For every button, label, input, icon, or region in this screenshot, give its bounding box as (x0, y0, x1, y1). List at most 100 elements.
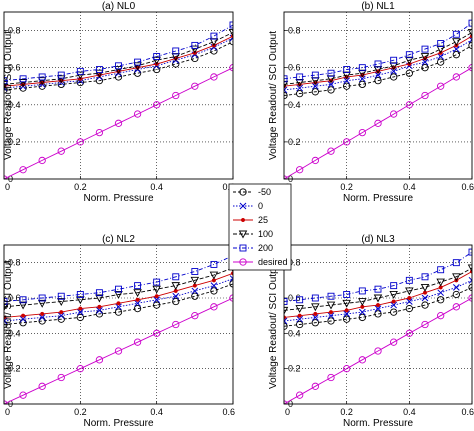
data-point-0 (4, 317, 8, 325)
data-point--50 (374, 77, 382, 85)
data-point-desired (327, 373, 335, 382)
data-point--50 (311, 88, 319, 96)
series-line-100 (4, 31, 233, 85)
data-point-100 (284, 80, 289, 89)
series-line-desired (4, 67, 233, 179)
x-tick-label: 0.6 (461, 182, 474, 192)
y-tick-label: 0.2 (288, 137, 301, 147)
data-point--50 (405, 69, 413, 77)
data-point-100 (420, 53, 430, 61)
series-group (4, 252, 233, 404)
data-point-200 (172, 47, 180, 55)
data-point-200 (4, 298, 8, 305)
data-point-desired (57, 373, 65, 382)
data-point-desired (95, 356, 104, 364)
panel-title: (b) NL1 (361, 1, 395, 12)
data-point-desired (358, 356, 366, 364)
data-point-desired (19, 166, 27, 174)
data-point--50 (358, 313, 366, 322)
data-point-100 (190, 276, 200, 285)
data-point-200 (311, 71, 319, 79)
data-point-100 (152, 285, 161, 294)
legend-entry: desired (233, 257, 288, 267)
data-point--50 (76, 313, 84, 322)
data-point-0 (311, 82, 319, 90)
data-point-200 (134, 58, 142, 66)
legend-marker (239, 188, 247, 196)
data-point-200 (421, 273, 429, 281)
data-point-200 (327, 292, 335, 300)
y-axis-label: Voltage Readout/ SCI Output (268, 260, 279, 389)
x-tick-label: 0.6 (222, 407, 235, 417)
data-point-200 (468, 19, 472, 27)
data-point-desired (95, 128, 104, 137)
data-point-100 (405, 287, 414, 296)
data-point-200 (153, 278, 161, 286)
data-point-100 (95, 294, 104, 303)
data-point-200 (343, 66, 351, 73)
data-point-200 (229, 21, 233, 29)
plot-area (284, 245, 472, 404)
data-point-0 (284, 86, 288, 94)
legend-entry: 25 (233, 215, 268, 225)
panel-title: (a) NL0 (102, 1, 136, 12)
series-group (284, 19, 472, 179)
legend: -50 0 25 100 200 desired (228, 183, 292, 271)
data-point-0 (452, 284, 460, 291)
data-point-25 (116, 301, 121, 306)
data-point-desired (210, 303, 218, 311)
data-point-0 (134, 299, 141, 307)
series-line--50 (284, 45, 472, 96)
legend-entry: 200 (233, 243, 273, 253)
data-point--50 (133, 304, 142, 313)
data-point-0 (210, 282, 218, 289)
data-point-25 (78, 306, 83, 311)
data-point-200 (19, 296, 27, 304)
data-point-desired (172, 91, 180, 100)
data-point-0 (437, 289, 445, 297)
legend-label: -50 (258, 187, 271, 197)
data-point-desired (19, 391, 27, 399)
data-point-100 (358, 298, 367, 306)
series-line-100 (4, 267, 233, 308)
data-point-100 (295, 305, 304, 314)
data-point-200 (115, 62, 122, 70)
x-tick-label: 0 (5, 182, 10, 192)
legend-marker (239, 244, 247, 252)
y-tick-label: 0.2 (288, 364, 301, 374)
data-point-0 (96, 307, 103, 314)
data-point-200 (95, 289, 103, 297)
data-point-desired (311, 382, 319, 390)
data-point-200 (374, 285, 382, 293)
data-point-25 (135, 297, 140, 302)
legend-entry: 0 (233, 201, 263, 211)
data-point--50 (437, 296, 445, 304)
data-point-desired (421, 320, 429, 329)
data-point-200 (284, 75, 288, 83)
data-point--50 (296, 89, 304, 98)
series-line-desired (284, 297, 472, 404)
data-point-200 (191, 268, 199, 275)
data-point-0 (343, 310, 351, 318)
data-point-200 (134, 282, 142, 290)
data-point-desired (38, 382, 46, 390)
data-point-0 (390, 301, 398, 309)
data-point-200 (19, 75, 27, 83)
data-point-25 (344, 308, 349, 313)
data-point-desired (452, 73, 460, 81)
x-tick-label: 0.2 (340, 182, 353, 192)
data-point--50 (452, 290, 460, 299)
legend-label: 25 (258, 215, 268, 225)
legend-marker (240, 217, 246, 223)
data-point--50 (4, 320, 8, 329)
data-point-0 (172, 292, 180, 300)
y-tick-label: 0.8 (8, 258, 21, 268)
y-tick-label: 0.2 (8, 137, 21, 147)
y-tick-label: 0.4 (288, 100, 301, 110)
data-point-0 (327, 312, 335, 320)
panel-title: (c) NL2 (102, 234, 135, 245)
legend-entry: 100 (233, 229, 273, 239)
